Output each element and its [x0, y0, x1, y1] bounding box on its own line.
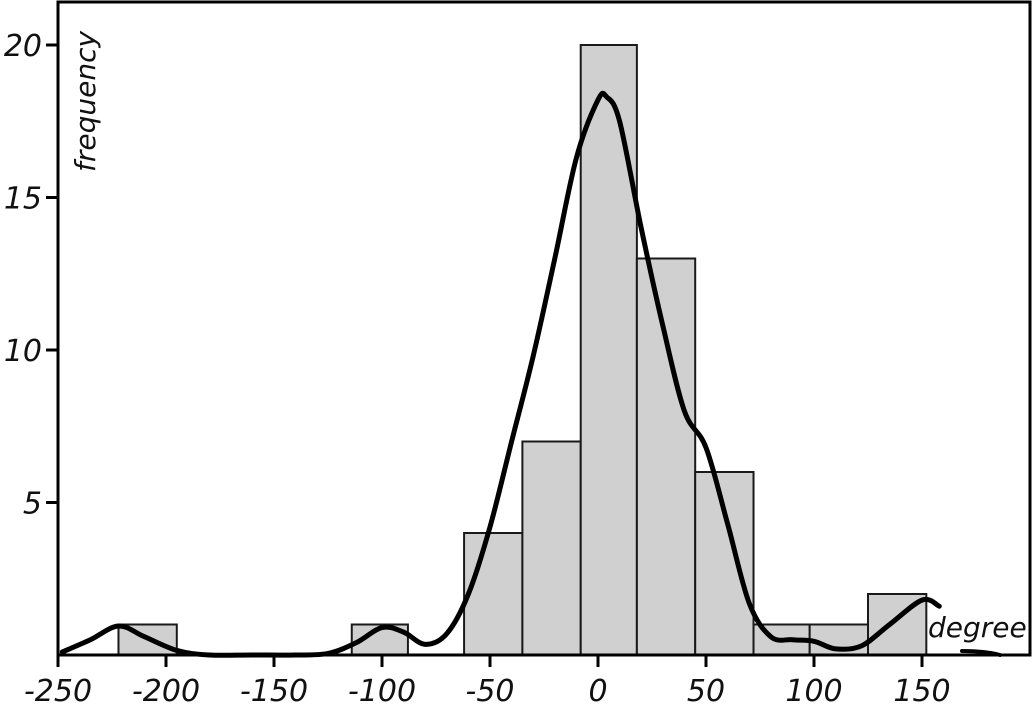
- histogram-bars: [117, 44, 928, 656]
- x-tick-label: 50: [687, 674, 725, 709]
- histogram-bar: [521, 440, 582, 656]
- x-tick-label: -50: [466, 674, 515, 709]
- histogram-bar: [694, 471, 755, 656]
- x-axis-title: degree: [928, 611, 1027, 644]
- x-tick-label: 0: [588, 674, 607, 709]
- y-tick-label: 5: [23, 487, 42, 522]
- y-tick-label: 20: [4, 29, 42, 64]
- x-tick-label: -150: [240, 674, 308, 709]
- y-tick-label: 10: [4, 334, 42, 369]
- x-tick-label: 150: [893, 674, 950, 709]
- x-tick-label: -250: [24, 674, 92, 709]
- y-axis-title: frequency: [69, 31, 102, 172]
- x-tick-label: -100: [348, 674, 416, 709]
- x-axis-arrow-mark: [960, 649, 1002, 657]
- y-tick-label: 15: [4, 182, 42, 217]
- histogram-bar: [463, 532, 524, 656]
- histogram-bar: [579, 44, 638, 656]
- y-axis-ticks: 5 10 15 20: [4, 29, 58, 522]
- histogram-bar: [635, 257, 697, 656]
- x-axis-ticks: -250 -200 -150 -100 -50 0 50 100 150: [24, 655, 951, 709]
- plot-frame: [56, 0, 1032, 657]
- x-tick-label: -200: [132, 674, 200, 709]
- x-tick-label: 100: [785, 674, 842, 709]
